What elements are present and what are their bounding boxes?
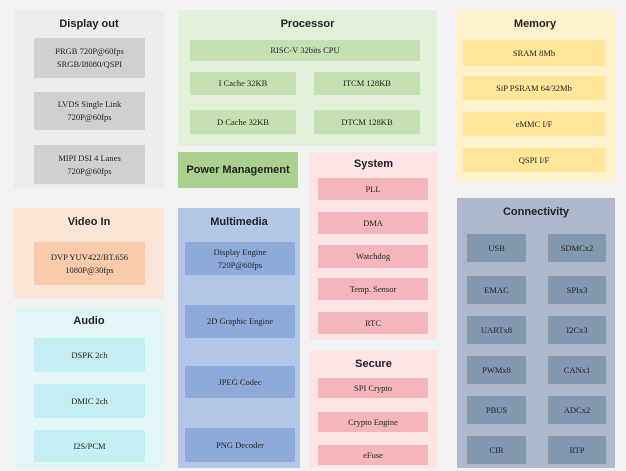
panel: Memory SRAM 8Mb SiP PSRAM 64/32Mb eMMC I/F Q…: [455, 10, 615, 182]
block: D Cache 32KB: [190, 110, 296, 134]
block: DVP YUV422/BT.656 1080P@30fps: [34, 242, 145, 285]
panel: Processor RISC-V 32bits CPU I Cache 32KB IT…: [178, 10, 437, 146]
block: DSPK 2ch: [34, 338, 145, 372]
block: I2S/PCM: [34, 430, 145, 462]
panel-title: System: [353, 158, 394, 170]
block: PRGB 720P@60fps SRGB/I8080/QSPI: [34, 38, 145, 78]
panel: Multimedia Display Engine 720P@60fps 2D Gr…: [178, 208, 300, 468]
block: DMA: [318, 212, 428, 234]
panel: Power Management: [178, 152, 298, 188]
block: Crypto Engine: [318, 412, 428, 432]
block: DMIC 2ch: [34, 384, 145, 418]
panel: Connectivity USB SDMCx2 EMAC SPIx3 UARTx8 I2Cx…: [457, 198, 615, 468]
block: USB: [467, 234, 526, 262]
panel-title: Multimedia: [210, 216, 268, 228]
block: RISC-V 32bits CPU: [190, 40, 420, 61]
panel-title: Audio: [73, 315, 105, 327]
block: PLL: [318, 178, 428, 200]
block: SPI Crypto: [318, 378, 428, 398]
block: Temp. Sensor: [318, 278, 428, 300]
block: CANx1: [548, 356, 606, 384]
block: PNG Decoder: [185, 428, 295, 462]
panel-title: Connectivity: [502, 206, 569, 218]
block: PWMx8: [467, 356, 526, 384]
block: ADCx2: [548, 396, 606, 424]
block: EMAC: [467, 276, 526, 304]
panel: Audio DSPK 2ch DMIC 2ch I2S/PCM: [14, 307, 164, 468]
block: Watchdog: [318, 245, 428, 268]
block: QSPI I/F: [463, 148, 605, 172]
block: I Cache 32KB: [190, 72, 296, 95]
block: RTC: [318, 312, 428, 334]
block: 2D Graphic Engine: [185, 305, 295, 338]
panel-title: Video In: [67, 216, 111, 228]
block: ITCM 128KB: [314, 72, 420, 95]
panel-title: Memory: [513, 18, 557, 30]
block: LVDS Single Link 720P@60fps: [34, 92, 145, 130]
block: SDMCx2: [548, 234, 606, 262]
block: RTP: [548, 436, 606, 464]
block: DTCM 128KB: [314, 110, 420, 134]
block: SiP PSRAM 64/32Mb: [463, 76, 605, 100]
block: eFuse: [318, 445, 428, 465]
block: JPEG Codec: [185, 366, 295, 398]
block: CIR: [467, 436, 526, 464]
panel-title: Power Management: [186, 164, 290, 176]
panel: System PLL DMA Watchdog Temp. Sensor RTC: [310, 152, 437, 340]
panel: Video In DVP YUV422/BT.656 1080P@30fps: [14, 208, 164, 298]
block: UARTx8: [467, 316, 526, 344]
block: I2Cx3: [548, 316, 606, 344]
block: SPIx3: [548, 276, 606, 304]
panel-title: Secure: [355, 358, 392, 370]
block: MIPI DSI 4 Lanes 720P@60fps: [34, 145, 145, 184]
block: Display Engine 720P@60fps: [185, 242, 295, 275]
panel-title: Display out: [59, 18, 119, 30]
block: PBUS: [467, 396, 526, 424]
panel: Secure SPI Crypto Crypto Engine eFuse: [310, 350, 437, 468]
block: eMMC I/F: [463, 112, 605, 136]
block: SRAM 8Mb: [463, 40, 605, 66]
panel: Display out PRGB 720P@60fps SRGB/I8080/QS…: [14, 10, 164, 188]
panel-title: Processor: [280, 18, 335, 30]
